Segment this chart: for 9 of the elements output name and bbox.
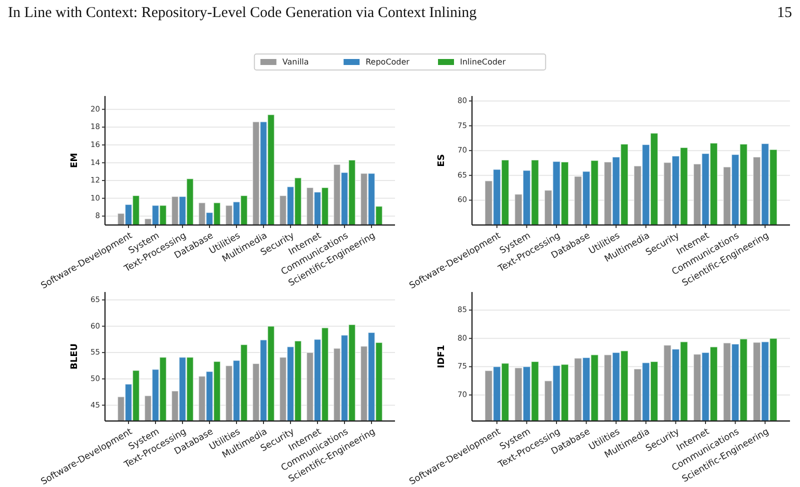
legend-label: RepoCoder <box>366 58 410 67</box>
text: 15 <box>777 5 792 21</box>
text: In Line with Context: Repository-Level Code Generation via Context Inlining <box>8 5 478 21</box>
legend-label: Vanilla <box>282 58 309 67</box>
y-axis-title: BLEU <box>70 343 80 370</box>
y-axis-title: IDF1 <box>437 344 447 368</box>
y-axis-title: EM <box>70 152 80 168</box>
y-axis-title: ES <box>437 154 447 167</box>
legend-label: InlineCoder <box>460 58 506 67</box>
